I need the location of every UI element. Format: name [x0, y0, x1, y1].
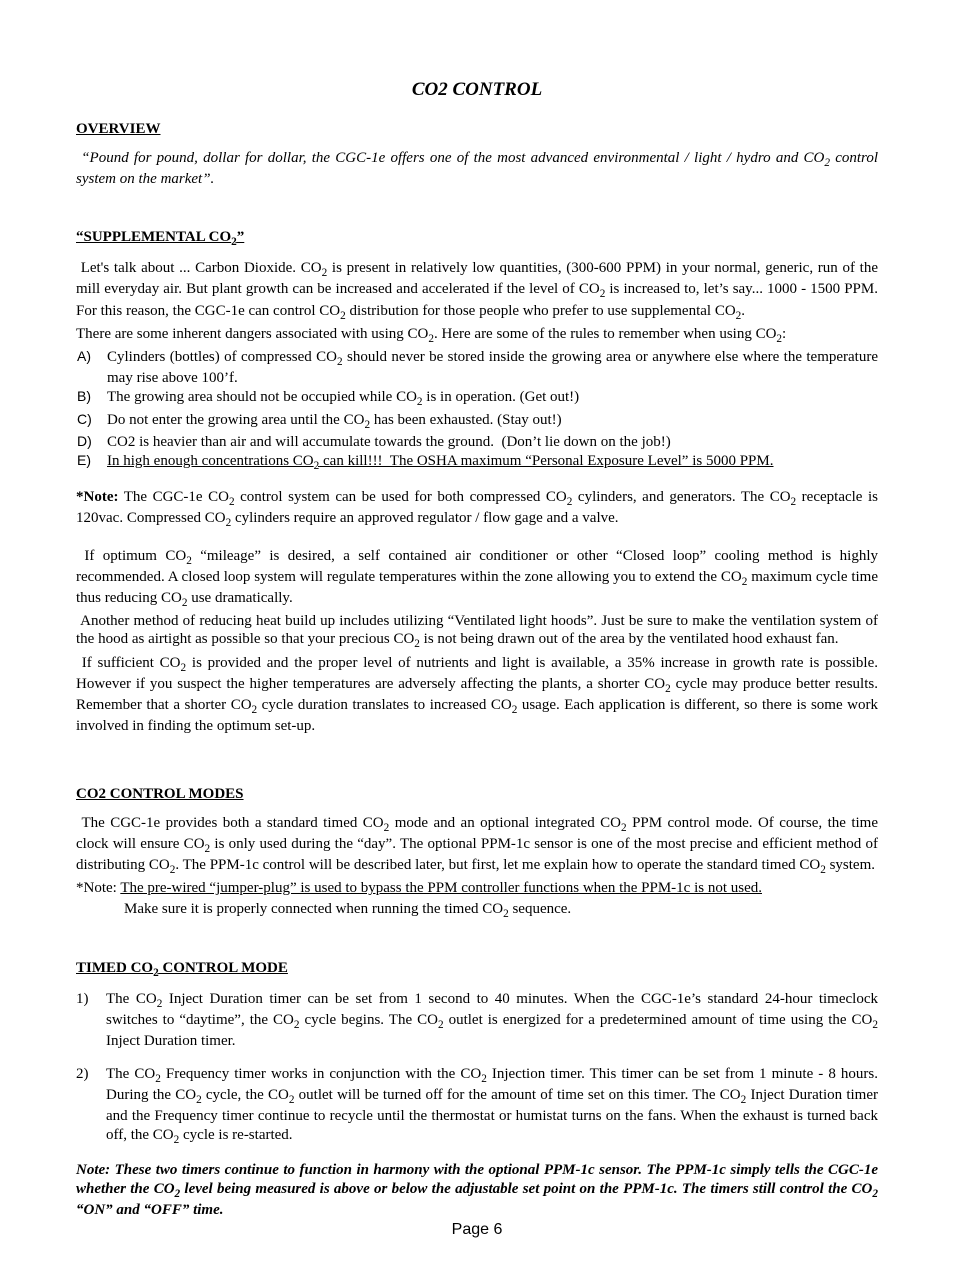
para-growth: If sufficient CO2 is provided and the pr… — [76, 654, 878, 736]
timed-marker: 1) — [76, 990, 106, 1009]
modes-para: The CGC-1e provides both a standard time… — [76, 814, 878, 877]
timed-marker: 2) — [76, 1065, 106, 1084]
para-hoods: Another method of reducing heat build up… — [76, 612, 878, 652]
timed-item: 2)The CO2 Frequency timer works in conju… — [76, 1065, 878, 1147]
page: CO2 CONTROL OVERVIEW “Pound for pound, d… — [0, 0, 954, 1266]
rule-text: Cylinders (bottles) of compressed CO2 sh… — [107, 348, 878, 388]
section-head-modes: CO2 CONTROL MODES — [76, 785, 878, 804]
rule-marker: C) — [77, 411, 107, 429]
page-footer: Page 6 — [0, 1220, 954, 1240]
rule-text: Do not enter the growing area until the … — [107, 411, 878, 432]
rule-marker: B) — [77, 388, 107, 406]
rule-marker: D) — [77, 433, 107, 451]
overview-quote: “Pound for pound, dollar for dollar, the… — [76, 149, 878, 189]
rule-item: C)Do not enter the growing area until th… — [77, 411, 878, 432]
section-head-supplemental: “SUPPLEMENTAL CO2” — [76, 228, 878, 249]
rule-text: In high enough concentrations CO2 can ki… — [107, 452, 878, 473]
rule-item: B)The growing area should not be occupie… — [77, 388, 878, 409]
rule-marker: A) — [77, 348, 107, 366]
timed-text: The CO2 Frequency timer works in conjunc… — [106, 1065, 878, 1147]
section-head-timed: TIMED CO2 CONTROL MODE — [76, 959, 878, 980]
rule-item: D)CO2 is heavier than air and will accum… — [77, 433, 878, 452]
rule-item: E)In high enough concentrations CO2 can … — [77, 452, 878, 473]
rules-list: A)Cylinders (bottles) of compressed CO2 … — [76, 348, 878, 474]
rule-marker: E) — [77, 452, 107, 470]
supp-rules-lead: There are some inherent dangers associat… — [76, 325, 878, 346]
rule-text: CO2 is heavier than air and will accumul… — [107, 433, 878, 452]
modes-note-1: *Note: The pre-wired “jumper-plug” is us… — [76, 879, 878, 898]
timed-text: The CO2 Inject Duration timer can be set… — [106, 990, 878, 1051]
star-note: *Note: The CGC-1e CO2 control system can… — [76, 488, 878, 530]
modes-note-2: Make sure it is properly connected when … — [76, 900, 878, 921]
para-closedloop: If optimum CO2 “mileage” is desired, a s… — [76, 547, 878, 610]
page-title: CO2 CONTROL — [76, 78, 878, 102]
timed-item: 1)The CO2 Inject Duration timer can be s… — [76, 990, 878, 1051]
supp-intro: Let's talk about ... Carbon Dioxide. CO2… — [76, 259, 878, 322]
rule-item: A)Cylinders (bottles) of compressed CO2 … — [77, 348, 878, 388]
final-note: Note: These two timers continue to funct… — [76, 1161, 878, 1220]
rule-text: The growing area should not be occupied … — [107, 388, 878, 409]
section-head-overview: OVERVIEW — [76, 120, 878, 139]
timed-list: 1)The CO2 Inject Duration timer can be s… — [76, 990, 878, 1147]
